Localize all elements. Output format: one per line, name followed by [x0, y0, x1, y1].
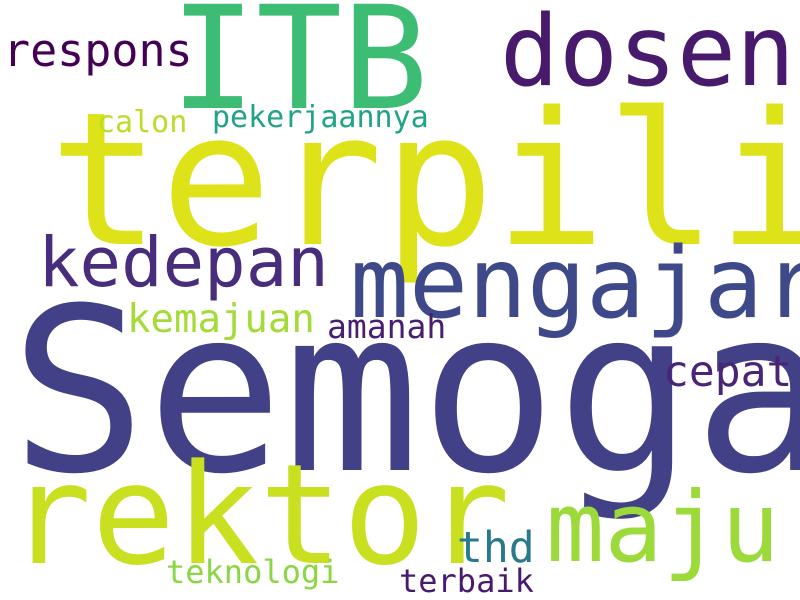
word-itb: ITB [170, 0, 429, 142]
word-thd: thd [457, 523, 535, 573]
word-cepat: cepat [663, 347, 793, 397]
word-teknologi: teknologi [166, 553, 340, 591]
word-calon: calon [97, 105, 188, 140]
word-semoga: Semoga [10, 259, 800, 524]
word-dosen: dosen [500, 0, 796, 109]
word-rektor: rektor [8, 434, 511, 596]
word-terpilih: terpilih [49, 72, 800, 288]
word-pekerjaannya: pekerjaannya [212, 100, 429, 135]
word-mengajar: mengajar [350, 227, 800, 341]
word-kedepan: kedepan [38, 223, 329, 303]
word-kemajuan: kemajuan [127, 297, 315, 342]
word-terbaik: terbaik [399, 562, 534, 600]
word-respons: respons [3, 24, 193, 77]
word-amanah: amanah [327, 307, 447, 346]
word-maju: maju [546, 471, 780, 584]
